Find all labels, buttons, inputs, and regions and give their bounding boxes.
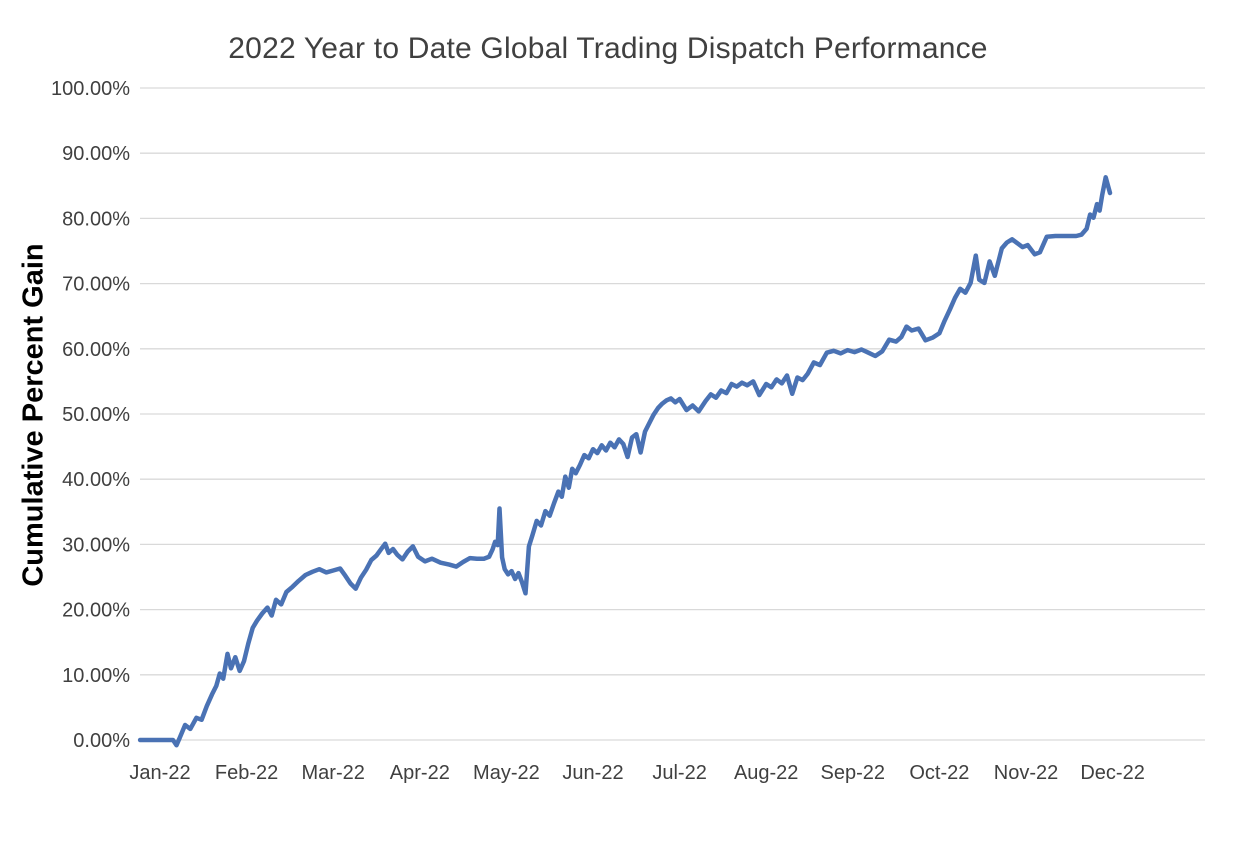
x-tick-label: May-22 xyxy=(473,762,540,784)
x-tick-label: Jan-22 xyxy=(129,762,190,784)
x-tick-label: Sep-22 xyxy=(821,762,886,784)
x-tick-label: Dec-22 xyxy=(1080,762,1144,784)
x-tick-label: Mar-22 xyxy=(302,762,365,784)
chart-title: 2022 Year to Date Global Trading Dispatc… xyxy=(228,32,988,65)
x-tick-label: Feb-22 xyxy=(215,762,278,784)
y-tick-label: 70.00% xyxy=(62,274,130,296)
series-line xyxy=(137,175,1113,748)
x-tick-label: Aug-22 xyxy=(734,762,799,784)
y-tick-label: 50.00% xyxy=(62,404,130,426)
y-tick-label: 60.00% xyxy=(62,339,130,361)
x-tick-label: Apr-22 xyxy=(390,762,450,784)
x-tick-label: Jul-22 xyxy=(652,762,706,784)
x-tick-label: Jun-22 xyxy=(562,762,623,784)
x-tick-label: Oct-22 xyxy=(909,762,969,784)
y-tick-label: 40.00% xyxy=(62,469,130,491)
x-tick-label: Nov-22 xyxy=(994,762,1058,784)
y-tick-label: 30.00% xyxy=(62,534,130,556)
y-tick-label: 90.00% xyxy=(62,143,130,165)
y-tick-label: 10.00% xyxy=(62,665,130,687)
y-tick-label: 80.00% xyxy=(62,208,130,230)
y-tick-label: 0.00% xyxy=(73,730,130,752)
y-tick-label: 20.00% xyxy=(62,600,130,622)
y-tick-label: 100.00% xyxy=(51,78,130,100)
